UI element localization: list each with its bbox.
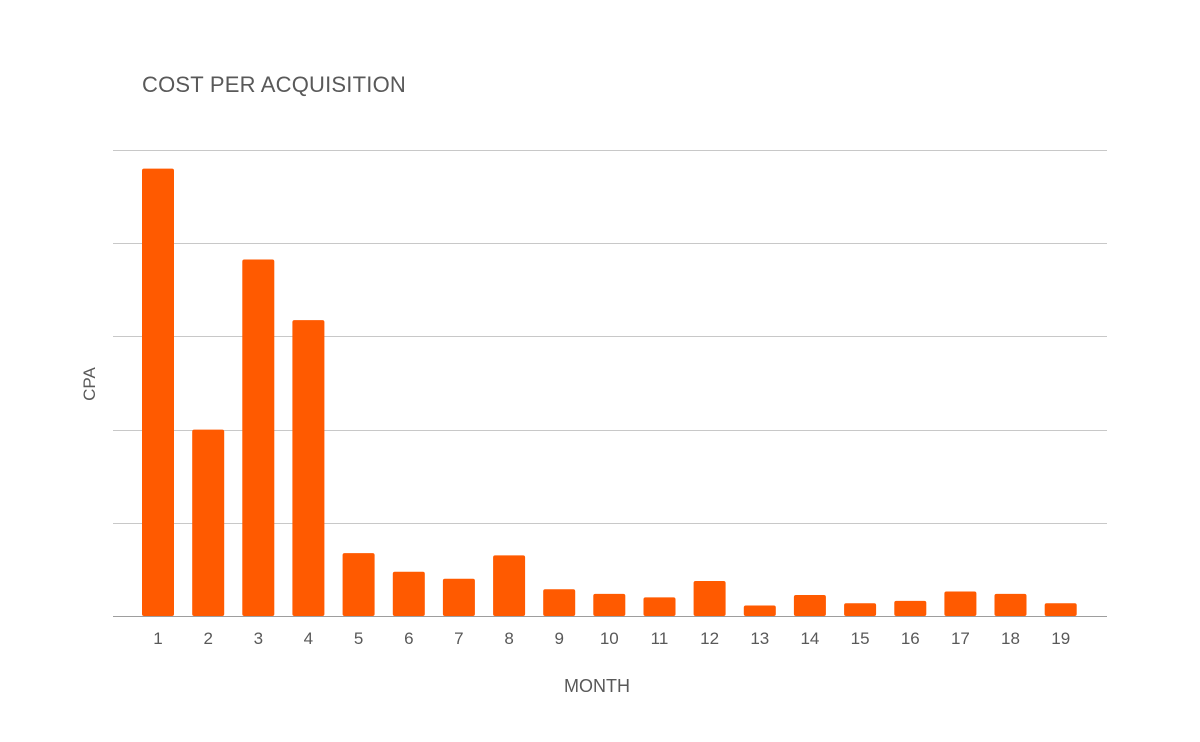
bar-month-8	[493, 555, 526, 616]
bar-month-15	[844, 603, 877, 616]
x-tick-label: 9	[554, 629, 563, 648]
x-tick-label: 18	[1001, 629, 1020, 648]
x-tick-label: 10	[600, 629, 619, 648]
bar-month-7	[442, 578, 475, 616]
bar-month-14	[793, 595, 826, 616]
x-tick-label: 4	[304, 629, 313, 648]
bar-month-16	[894, 600, 927, 616]
x-tick-label: 1	[153, 629, 162, 648]
bar-month-2	[192, 429, 225, 616]
x-tick-label: 17	[951, 629, 970, 648]
bar-month-11	[643, 597, 676, 616]
x-tick-label: 7	[454, 629, 463, 648]
bar-month-4	[292, 320, 325, 616]
x-tick-label: 16	[901, 629, 920, 648]
bar-month-6	[392, 571, 425, 616]
bar-month-1	[142, 168, 174, 616]
gridlines	[113, 150, 1107, 617]
chart-title: COST PER ACQUISITION	[142, 72, 406, 97]
bar-month-3	[242, 259, 275, 616]
bar-month-10	[593, 593, 626, 616]
x-tick-label: 6	[404, 629, 413, 648]
bar-month-9	[543, 589, 576, 616]
x-tick-label: 5	[354, 629, 363, 648]
x-tick-label: 12	[700, 629, 719, 648]
bar-month-13	[743, 605, 776, 616]
bar-month-12	[693, 581, 726, 616]
x-tick-labels: 1 2 3 4 5 6 7 8 9 10 11 12 13 14 15 16 17 18 19	[153, 629, 1070, 648]
bar-month-17	[944, 591, 977, 616]
x-tick-label: 14	[800, 629, 819, 648]
bars	[142, 168, 1077, 616]
x-tick-label: 19	[1051, 629, 1070, 648]
x-tick-label: 2	[203, 629, 212, 648]
x-tick-label: 11	[651, 629, 669, 648]
x-axis-label: MONTH	[564, 676, 630, 696]
x-tick-label: 8	[504, 629, 513, 648]
x-tick-label: 15	[851, 629, 870, 648]
x-tick-label: 13	[750, 629, 769, 648]
bar-month-5	[342, 553, 375, 616]
bar-month-19	[1044, 603, 1077, 616]
bar-month-18	[994, 593, 1027, 616]
x-tick-label: 3	[254, 629, 263, 648]
